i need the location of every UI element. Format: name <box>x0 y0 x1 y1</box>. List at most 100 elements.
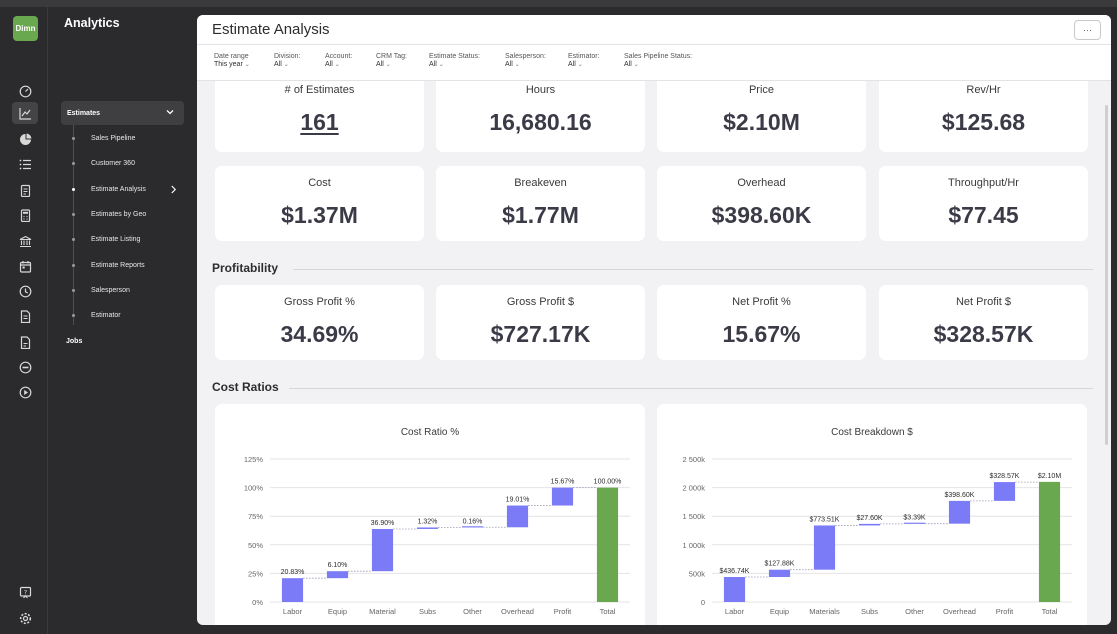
page-header: Estimate Analysis ··· <box>197 15 1111 45</box>
help-icon: ? <box>19 586 31 598</box>
filter-label: Salesperson: <box>505 53 546 60</box>
chevron-right-icon <box>171 185 177 193</box>
kpi-label: Rev/Hr <box>966 84 1001 96</box>
bank-icon <box>19 235 31 247</box>
data-label: $773.51K <box>810 516 840 523</box>
app-logo[interactable]: Dimn <box>13 16 38 41</box>
rail-button[interactable] <box>12 305 38 327</box>
nav-tree-line <box>73 125 74 325</box>
cost-ratio-chart: 0% 25% 50% 75% 100% 125% 20.83% Labor 6.10% Equip… <box>244 455 630 616</box>
main-panel: Estimate Analysis ··· Date range This yea… <box>197 15 1111 625</box>
scrollbar[interactable] <box>1105 105 1108 445</box>
filter-dropdown[interactable]: Date range This year ⌄ <box>214 53 250 68</box>
kpi-label: Overhead <box>737 177 786 189</box>
filter-label: Estimate Status: <box>429 53 480 60</box>
x-tick-label: Other <box>905 607 924 616</box>
filter-dropdown[interactable]: Estimate Status: All ⌄ <box>429 53 480 68</box>
rail-button[interactable] <box>12 128 38 150</box>
filter-value-text: All <box>429 61 437 68</box>
kpi-card: Cost $1.37M <box>215 166 424 241</box>
nav-group-estimates[interactable]: Estimates <box>61 101 184 125</box>
clipboard-icon <box>20 184 30 197</box>
filter-dropdown[interactable]: Salesperson: All ⌄ <box>505 53 546 68</box>
data-label: 20.83% <box>281 569 305 576</box>
rail-button[interactable] <box>12 607 38 629</box>
filter-dropdown[interactable]: Sales Pipeline Status: All ⌄ <box>624 53 692 68</box>
y-tick-label: 25% <box>248 569 263 578</box>
filter-dropdown[interactable]: Account: All ⌄ <box>325 53 352 68</box>
line-chart-icon <box>18 107 31 120</box>
cost-breakdown-chart-card: Cost Breakdown $ 0 500k 1 000k 1 500k 2 000k… <box>657 404 1087 625</box>
kpi-value: $2.10M <box>723 109 800 135</box>
y-tick-label: 75% <box>248 512 263 521</box>
y-tick-label: 2 000k <box>682 484 705 493</box>
x-tick-label: Material <box>369 607 396 616</box>
rail-button[interactable] <box>12 280 38 302</box>
rail-button[interactable] <box>12 381 38 403</box>
filter-dropdown[interactable]: CRM Tag: All ⌄ <box>376 53 407 68</box>
kpi-label: # of Estimates <box>284 84 355 96</box>
page-title: Estimate Analysis <box>212 21 330 38</box>
rail-button[interactable]: ? <box>12 581 38 603</box>
rail-button[interactable] <box>12 179 38 201</box>
filter-value: This year ⌄ <box>214 61 250 68</box>
more-options-button[interactable]: ··· <box>1074 20 1101 40</box>
nav-title: Analytics <box>64 16 120 30</box>
filter-value-text: All <box>505 61 513 68</box>
rail-button[interactable] <box>12 204 38 226</box>
filter-label: Account: <box>325 53 353 60</box>
data-label: 19.01% <box>506 497 530 504</box>
nav-item[interactable]: Salesperson <box>91 286 130 294</box>
nav-item[interactable]: Estimate Reports <box>91 261 145 269</box>
kpi-card: Net Profit $ $328.57K <box>879 285 1088 360</box>
rail-button[interactable] <box>12 153 38 175</box>
x-tick-label: Other <box>463 607 482 616</box>
nav-tree-dot <box>72 212 75 216</box>
kpi-value[interactable]: 161 <box>300 109 339 135</box>
rail-button[interactable] <box>12 230 38 252</box>
nav-item[interactable]: Estimator <box>91 312 121 320</box>
x-tick-label: Subs <box>419 607 436 616</box>
kpi-label: Gross Profit % <box>284 296 355 308</box>
nav-item[interactable]: Estimates by Geo <box>91 210 147 218</box>
nav-tree-dot <box>72 162 75 166</box>
y-tick-label: 125% <box>244 455 264 464</box>
nav-item-jobs[interactable]: Jobs <box>66 338 83 345</box>
x-tick-label: Materials <box>809 607 840 616</box>
rail-button[interactable] <box>12 80 38 102</box>
rail-button[interactable] <box>12 331 38 353</box>
link-icon <box>19 361 31 373</box>
kpi-value: $125.68 <box>941 109 1026 135</box>
clock-icon <box>19 285 31 297</box>
y-tick-label: 500k <box>689 569 706 578</box>
chevron-down-icon: ⌄ <box>334 62 340 68</box>
kpi-label: Price <box>748 84 775 96</box>
kpi-value: 34.69% <box>280 321 359 347</box>
list-icon <box>19 159 31 169</box>
nav-item[interactable]: Estimate Listing <box>91 236 141 244</box>
chart-bar <box>858 523 881 526</box>
filter-value-text: All <box>624 61 632 68</box>
x-tick-label: Overhead <box>501 607 534 616</box>
play-icon <box>19 386 31 398</box>
filter-value-text: This year <box>214 61 243 68</box>
nav-tree-dot <box>72 314 75 318</box>
filter-dropdown[interactable]: Estimator: All ⌄ <box>568 53 600 68</box>
nav-item[interactable]: Sales Pipeline <box>91 135 136 142</box>
filter-value: All ⌄ <box>505 61 546 68</box>
x-tick-label: Total <box>600 607 616 616</box>
data-label: $27.60K <box>856 515 882 522</box>
x-tick-label: Profit <box>554 607 572 616</box>
y-tick-label: 1 000k <box>682 541 705 550</box>
nav-item[interactable]: Customer 360 <box>91 160 135 168</box>
section-divider <box>289 388 1093 389</box>
filter-bar: Date range This year ⌄ Division: All ⌄ Account… <box>197 45 1111 81</box>
filter-dropdown[interactable]: Division: All ⌄ <box>274 53 300 68</box>
rail-button[interactable] <box>12 102 38 124</box>
analytics-nav: Analytics Estimates Sales Pipeline Custom… <box>48 7 196 634</box>
rail-button[interactable] <box>12 255 38 277</box>
rail-button[interactable] <box>12 356 38 378</box>
y-tick-label: 2 500k <box>682 455 705 464</box>
chart-bar <box>461 526 484 528</box>
nav-item[interactable]: Estimate Analysis <box>91 185 146 193</box>
